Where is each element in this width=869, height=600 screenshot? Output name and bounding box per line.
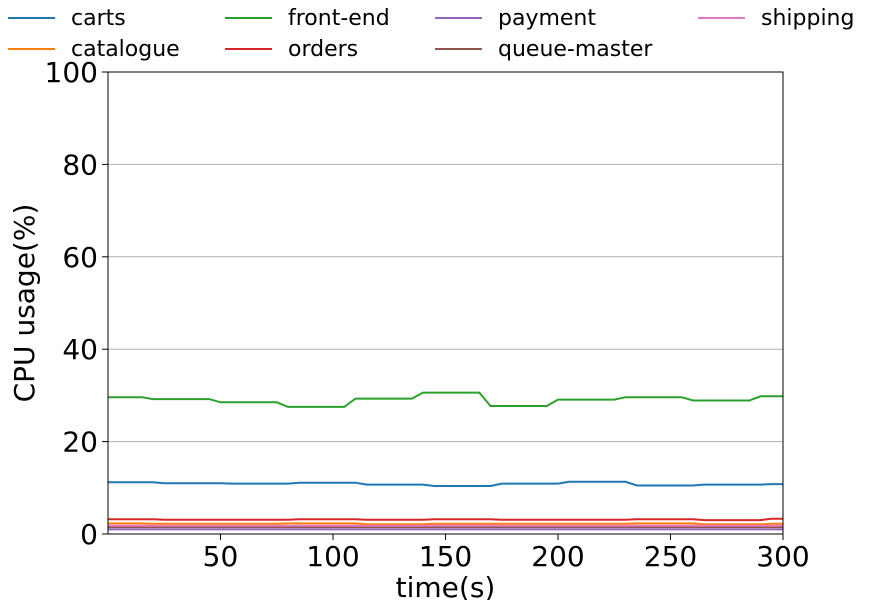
legend-item-front-end: front-end <box>225 6 390 31</box>
legend-label: queue-master <box>498 37 653 62</box>
x-tick-label: 100 <box>306 540 359 573</box>
legend-label: shipping <box>761 6 854 31</box>
chart-series-group <box>108 391 783 531</box>
plot-area-frame <box>107 71 784 535</box>
legend-label: orders <box>288 37 358 62</box>
legend-label: payment <box>498 6 596 31</box>
x-axis-ticks: 50 100 150 200 250 300 <box>203 534 810 573</box>
chart-legend: carts catalogue front-end orders payment queu… <box>8 6 854 62</box>
y-tick-label: 20 <box>62 426 98 459</box>
x-tick-label: 300 <box>756 540 809 573</box>
legend-label: front-end <box>288 6 390 31</box>
x-tick-label: 200 <box>531 540 584 573</box>
legend-label: catalogue <box>71 37 180 62</box>
y-tick-label: 100 <box>45 56 98 89</box>
legend-label: carts <box>71 6 126 31</box>
series-line-front-end <box>108 391 783 408</box>
x-tick-label: 250 <box>644 540 697 573</box>
legend-item-queue-master: queue-master <box>435 37 653 62</box>
x-tick-label: 50 <box>203 540 239 573</box>
legend-item-catalogue: catalogue <box>8 37 180 62</box>
y-axis-label: CPU usage(%) <box>8 204 41 403</box>
y-tick-label: 0 <box>80 518 98 551</box>
y-tick-label: 40 <box>62 333 98 366</box>
legend-item-shipping: shipping <box>698 6 854 31</box>
legend-item-orders: orders <box>225 37 358 62</box>
y-axis-ticks: 0 20 40 60 80 100 <box>45 56 108 551</box>
x-axis-label: time(s) <box>396 571 496 600</box>
y-tick-label: 80 <box>62 148 98 181</box>
y-tick-label: 60 <box>62 241 98 274</box>
legend-item-payment: payment <box>435 6 596 31</box>
series-line-orders <box>108 517 783 522</box>
series-line-catalogue <box>108 522 783 526</box>
chart-gridlines <box>108 163 783 443</box>
legend-item-carts: carts <box>8 6 126 31</box>
series-line-carts <box>108 480 783 487</box>
x-tick-label: 150 <box>419 540 472 573</box>
